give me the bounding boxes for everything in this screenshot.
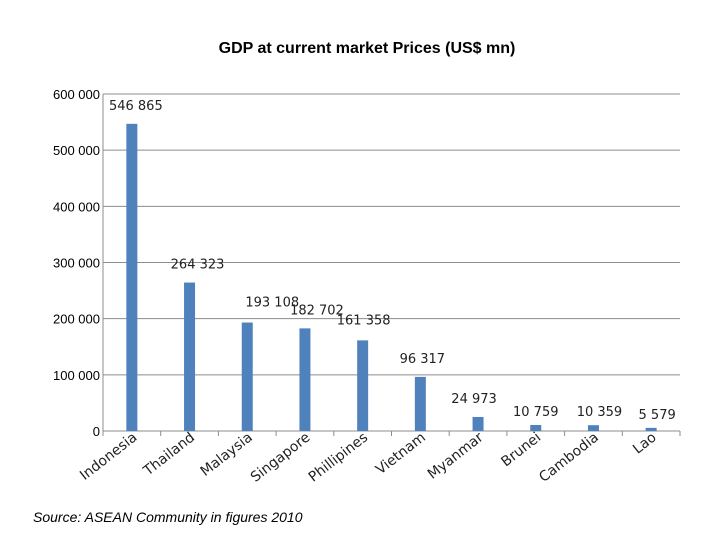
data-label: 96 317	[400, 352, 446, 367]
data-label: 5 579	[639, 408, 676, 423]
category-label: Malaysia	[198, 430, 256, 480]
category-label: Lao	[630, 430, 660, 458]
axes	[102, 94, 681, 436]
y-tick-label: 600 000	[53, 87, 100, 102]
bar-cambodia	[587, 425, 599, 431]
category-label: Phillipines	[306, 430, 371, 486]
data-label: 10 359	[577, 405, 623, 420]
y-tick-labels: 0 100 000 200 000 300 000 400 000 500 000 600 …	[53, 87, 100, 439]
category-labels: Indonesia Thailand MalaysiaSingaporePhilli…	[77, 429, 660, 485]
category-label: Brunei	[498, 430, 544, 471]
bar-thailand	[184, 282, 196, 431]
data-label: 182 702	[290, 303, 344, 318]
data-label: 546 865	[109, 99, 163, 114]
data-label: 193 108	[245, 296, 299, 311]
bar-vietnam	[414, 376, 426, 431]
bar-phillipines	[357, 340, 369, 431]
data-label: 24 973	[451, 392, 497, 407]
category-label: Singapore	[248, 430, 314, 486]
chart-title: GDP at current market Prices (US$ mn)	[219, 40, 516, 57]
y-tick-label: 300 000	[53, 256, 100, 271]
data-label: 264 323	[171, 258, 225, 273]
bar-brunei	[530, 424, 542, 431]
y-tick-label: 500 000	[53, 143, 100, 158]
category-label: Indonesia	[77, 430, 140, 484]
bar-malaysia	[241, 322, 253, 431]
category-label: Vietnam	[373, 430, 429, 479]
y-tick-label: 100 000	[53, 368, 100, 383]
bars	[126, 123, 657, 431]
category-label: Myanmar	[425, 429, 487, 482]
y-tick-label: 400 000	[53, 199, 100, 214]
source-note: Source: ASEAN Community in figures 2010	[33, 509, 303, 525]
bar-singapore	[299, 328, 311, 431]
category-label: Cambodia	[536, 430, 602, 486]
bar-indonesia	[126, 123, 138, 431]
gridlines	[103, 93, 680, 376]
bar-lao	[645, 427, 657, 431]
y-tick-label: 200 000	[53, 312, 100, 327]
y-tick-label: 0	[93, 424, 100, 439]
bar-myanmar	[472, 416, 484, 431]
data-label: 10 759	[513, 405, 559, 420]
category-label: Thailand	[140, 430, 198, 480]
data-label: 161 358	[337, 313, 391, 328]
